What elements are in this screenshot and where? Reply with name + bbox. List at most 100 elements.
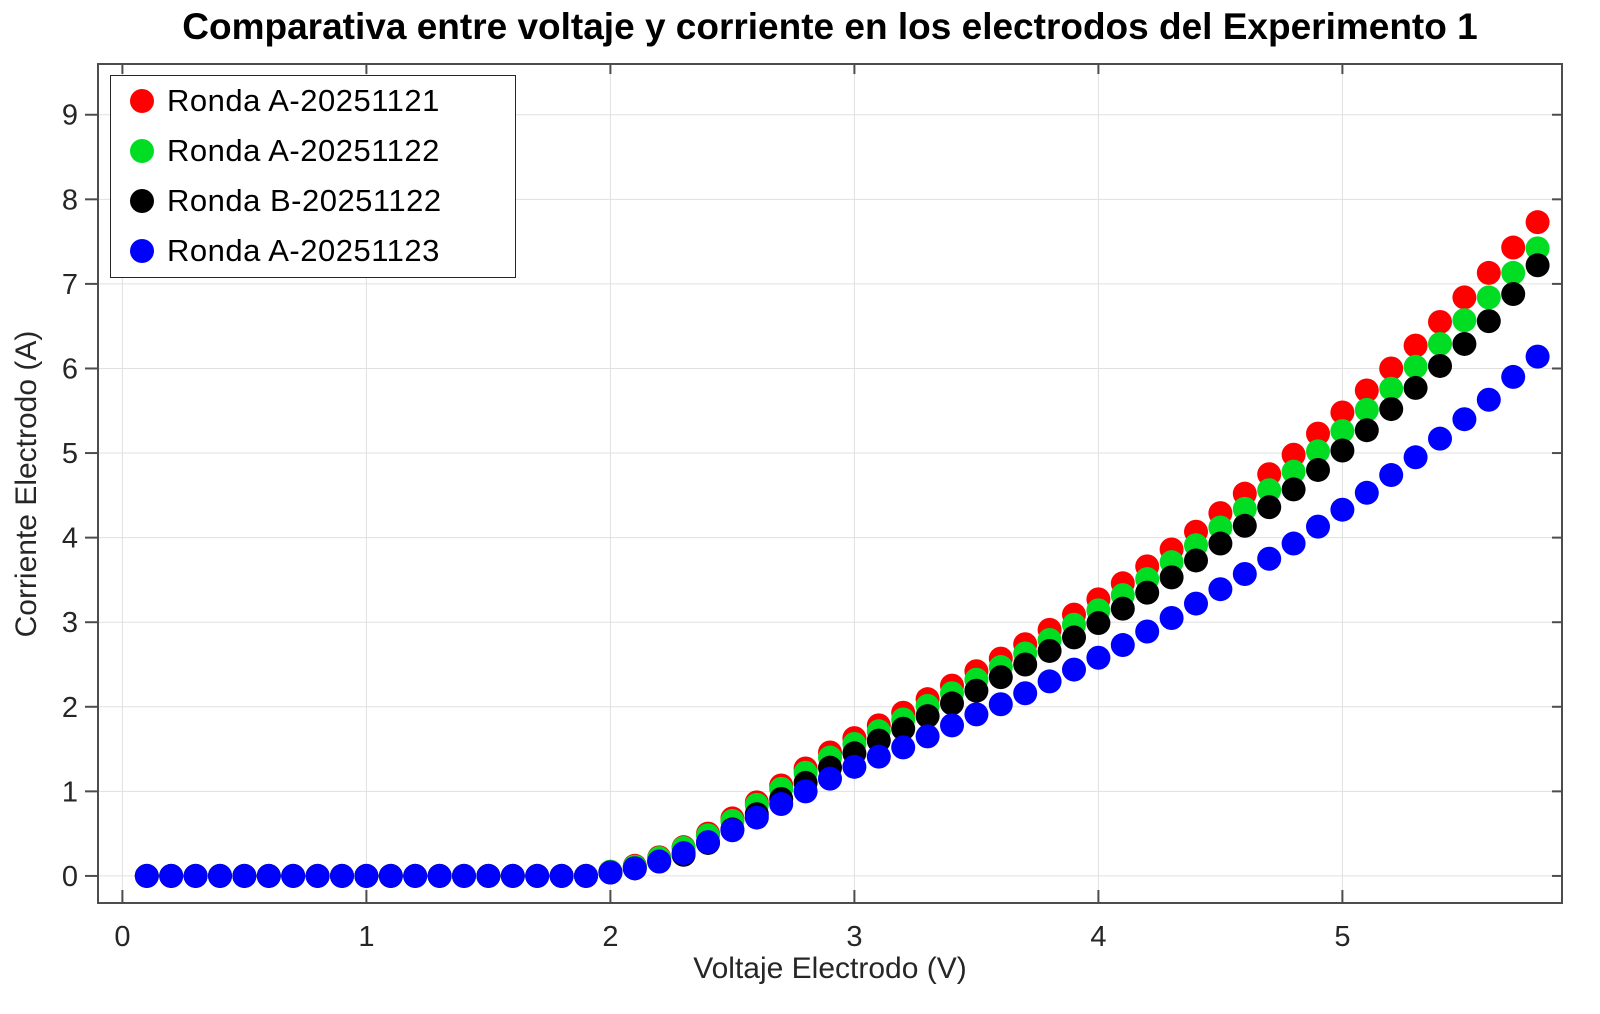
data-point [1013, 681, 1038, 706]
data-point [769, 792, 794, 817]
data-point [1232, 513, 1257, 538]
data-point [744, 805, 769, 830]
data-point [1501, 260, 1526, 285]
data-point [1135, 580, 1160, 605]
data-point [1501, 282, 1526, 307]
data-point [1501, 364, 1526, 389]
legend-marker-icon [130, 189, 154, 213]
data-point [622, 856, 647, 881]
data-point [1208, 577, 1233, 602]
data-point [1525, 344, 1550, 369]
data-point [818, 766, 842, 791]
data-point [1159, 565, 1184, 590]
data-point [549, 863, 574, 888]
data-point [1452, 407, 1477, 432]
x-tick-label: 2 [602, 921, 618, 953]
data-point [866, 744, 891, 769]
data-point [891, 716, 916, 741]
data-point [1452, 331, 1477, 356]
data-point [1403, 375, 1428, 400]
y-tick-label: 4 [62, 523, 78, 555]
data-point [1013, 652, 1038, 677]
x-tick-label: 1 [358, 921, 374, 953]
data-point [671, 841, 696, 866]
data-point [1476, 285, 1501, 310]
legend-label: Ronda A-20251122 [167, 133, 440, 168]
data-point [1452, 285, 1477, 310]
data-point [891, 735, 916, 760]
legend-marker-icon [130, 139, 154, 163]
y-tick-label: 7 [62, 269, 78, 301]
data-point [1281, 459, 1306, 484]
data-point [1428, 331, 1452, 356]
data-point [1306, 514, 1330, 539]
data-point [305, 863, 330, 888]
data-point [1306, 457, 1330, 482]
data-point [1330, 497, 1355, 522]
data-point [940, 713, 964, 738]
data-point [964, 702, 989, 727]
chart-title: Comparativa entre voltaje y corriente en… [182, 6, 1478, 47]
axes-box [97, 63, 1563, 904]
legend-label: Ronda B-20251122 [167, 183, 442, 218]
y-tick-label: 3 [62, 607, 78, 639]
data-point [1086, 645, 1111, 670]
data-point [988, 665, 1013, 690]
data-point [1110, 633, 1135, 658]
data-point [452, 863, 476, 888]
data-point [500, 863, 525, 888]
data-point [1159, 605, 1184, 630]
data-point [1281, 477, 1306, 502]
data-point [842, 754, 867, 779]
y-axis-label: Corriente Electrodo (A) [10, 330, 43, 638]
data-point [403, 863, 428, 888]
data-point [1501, 235, 1526, 260]
data-point [1184, 548, 1208, 573]
data-point [647, 849, 672, 874]
data-point [964, 678, 989, 703]
y-tick-label: 1 [62, 776, 78, 808]
data-point [208, 863, 232, 888]
data-point [1257, 478, 1282, 503]
data-point [232, 863, 257, 888]
y-tick-label: 9 [62, 100, 78, 132]
data-point [1354, 418, 1379, 443]
data-point [1232, 496, 1257, 521]
data-point [1403, 354, 1428, 379]
data-point [1379, 463, 1404, 488]
data-point [1452, 308, 1477, 333]
legend-entry: Ronda A-20251123 [111, 226, 515, 276]
data-point [1403, 333, 1428, 358]
data-point [1330, 438, 1355, 463]
data-point [1257, 546, 1282, 571]
data-point [1086, 611, 1111, 636]
data-point [1330, 419, 1355, 444]
data-point [1062, 657, 1086, 682]
data-point [1208, 531, 1233, 556]
data-point [1135, 619, 1160, 644]
legend-label: Ronda A-20251121 [167, 83, 440, 118]
data-point [1525, 253, 1550, 278]
data-point [183, 863, 208, 888]
data-point [915, 724, 940, 749]
data-point [354, 863, 379, 888]
data-point [1428, 309, 1452, 334]
legend: Ronda A-20251121 Ronda A-20251122 Ronda … [110, 75, 516, 278]
y-tick-label: 2 [62, 692, 78, 724]
data-point [940, 691, 964, 716]
legend-marker-icon [130, 239, 154, 263]
data-point [1428, 353, 1452, 378]
data-point [1184, 591, 1208, 616]
data-point [793, 779, 818, 804]
data-point [330, 863, 354, 888]
data-point [1062, 625, 1086, 650]
data-point [378, 863, 403, 888]
data-point [1306, 439, 1330, 464]
data-point [1476, 387, 1501, 412]
x-tick-label: 0 [114, 921, 130, 953]
data-point [1476, 309, 1501, 334]
data-point [1354, 378, 1379, 403]
data-point [525, 863, 550, 888]
data-point [1379, 397, 1404, 422]
